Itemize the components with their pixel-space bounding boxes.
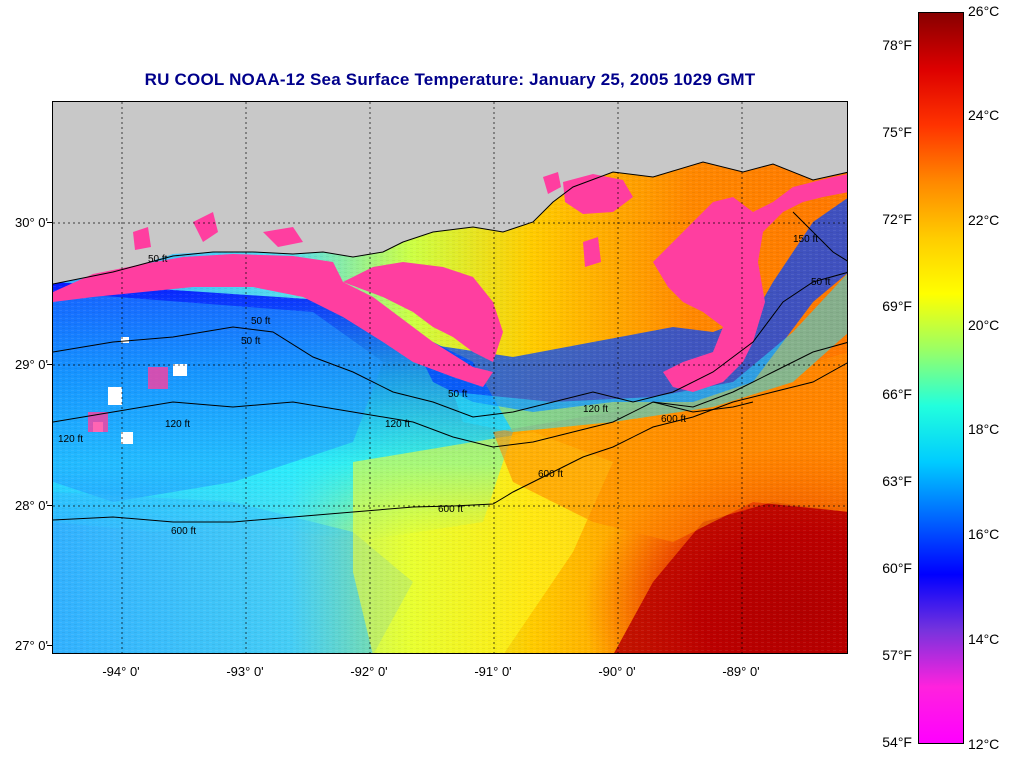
inland-lake-4	[133, 227, 151, 250]
contour-label-group: 50 ft 50 ft 50 ft 120 ft 120 ft 120 ft 1…	[58, 234, 831, 537]
inland-lake-2	[543, 172, 561, 194]
colorbar	[918, 12, 964, 744]
contour-label: 600 ft	[171, 526, 196, 537]
contour-label: 120 ft	[583, 404, 608, 415]
lat-label: 29° 0'	[15, 357, 48, 372]
contour-label: 120 ft	[165, 419, 190, 430]
depth-contours	[53, 211, 847, 523]
lat-tick	[47, 222, 52, 223]
contour-label: 600 ft	[538, 469, 563, 480]
lat-tick	[47, 364, 52, 365]
lat-label: 30° 0'	[15, 215, 48, 230]
lon-label: -93° 0'	[226, 664, 264, 679]
contour-label: 600 ft	[438, 504, 463, 515]
colorbar-c-label: 24°C	[968, 107, 1000, 123]
magenta-speck	[148, 367, 168, 389]
colorbar-c-label: 20°C	[968, 317, 1000, 333]
lon-label: -94° 0'	[102, 664, 140, 679]
colorbar-c-label: 16°C	[968, 526, 1000, 542]
colorbar-f-label: 69°F	[882, 298, 912, 314]
colorbar-f-label: 54°F	[882, 734, 912, 750]
lat-tick	[47, 645, 52, 646]
inland-lake-1	[193, 212, 218, 242]
colorbar-f-label: 63°F	[882, 473, 912, 489]
lon-label: -90° 0'	[598, 664, 636, 679]
colorbar-f-label: 66°F	[882, 386, 912, 402]
colorbar-c-label: 26°C	[968, 3, 1000, 19]
magenta-speck	[88, 412, 108, 432]
coastal-cold-delta	[653, 174, 847, 392]
colorbar-c-label: 18°C	[968, 421, 1000, 437]
sst-map: 50 ft 50 ft 50 ft 120 ft 120 ft 120 ft 1…	[52, 101, 848, 654]
contour-label: 600 ft	[661, 414, 686, 425]
lat-tick	[47, 505, 52, 506]
colorbar-c-label: 22°C	[968, 212, 1000, 228]
cloud-speck	[121, 432, 133, 444]
contour-label: 120 ft	[58, 434, 83, 445]
lon-label: -92° 0'	[350, 664, 388, 679]
contour-label: 50 ft	[811, 277, 831, 288]
grid-lines	[53, 102, 847, 653]
colorbar-f-label: 78°F	[882, 37, 912, 53]
contour-label: 50 ft	[148, 254, 168, 265]
coastal-cold-west	[53, 254, 493, 387]
lon-label: -89° 0'	[722, 664, 760, 679]
land-mass	[53, 102, 847, 284]
coastline	[53, 161, 847, 285]
contour-label: 50 ft	[251, 316, 271, 327]
colorbar-c-label: 12°C	[968, 736, 1000, 752]
colorbar-f-label: 75°F	[882, 124, 912, 140]
lat-label: 27° 0'	[15, 638, 48, 653]
coastal-cold-central	[343, 262, 503, 362]
map-title: RU COOL NOAA-12 Sea Surface Temperature:…	[144, 70, 756, 89]
cloud-speck	[121, 337, 129, 343]
lat-label: 28° 0'	[15, 498, 48, 513]
inland-lake-5	[583, 237, 601, 267]
inland-lake-3	[263, 227, 303, 247]
sst-map-svg: 50 ft 50 ft 50 ft 120 ft 120 ft 120 ft 1…	[53, 102, 847, 653]
contour-label: 50 ft	[448, 389, 468, 400]
colorbar-f-label: 57°F	[882, 647, 912, 663]
contour-label: 120 ft	[385, 419, 410, 430]
contour-label: 150 ft	[793, 234, 818, 245]
cloud-speck	[173, 364, 187, 376]
colorbar-f-label: 60°F	[882, 560, 912, 576]
cloud-speck	[108, 387, 122, 405]
lon-label: -91° 0'	[474, 664, 512, 679]
colorbar-c-label: 14°C	[968, 631, 1000, 647]
contour-label: 50 ft	[241, 336, 261, 347]
colorbar-f-label: 72°F	[882, 211, 912, 227]
